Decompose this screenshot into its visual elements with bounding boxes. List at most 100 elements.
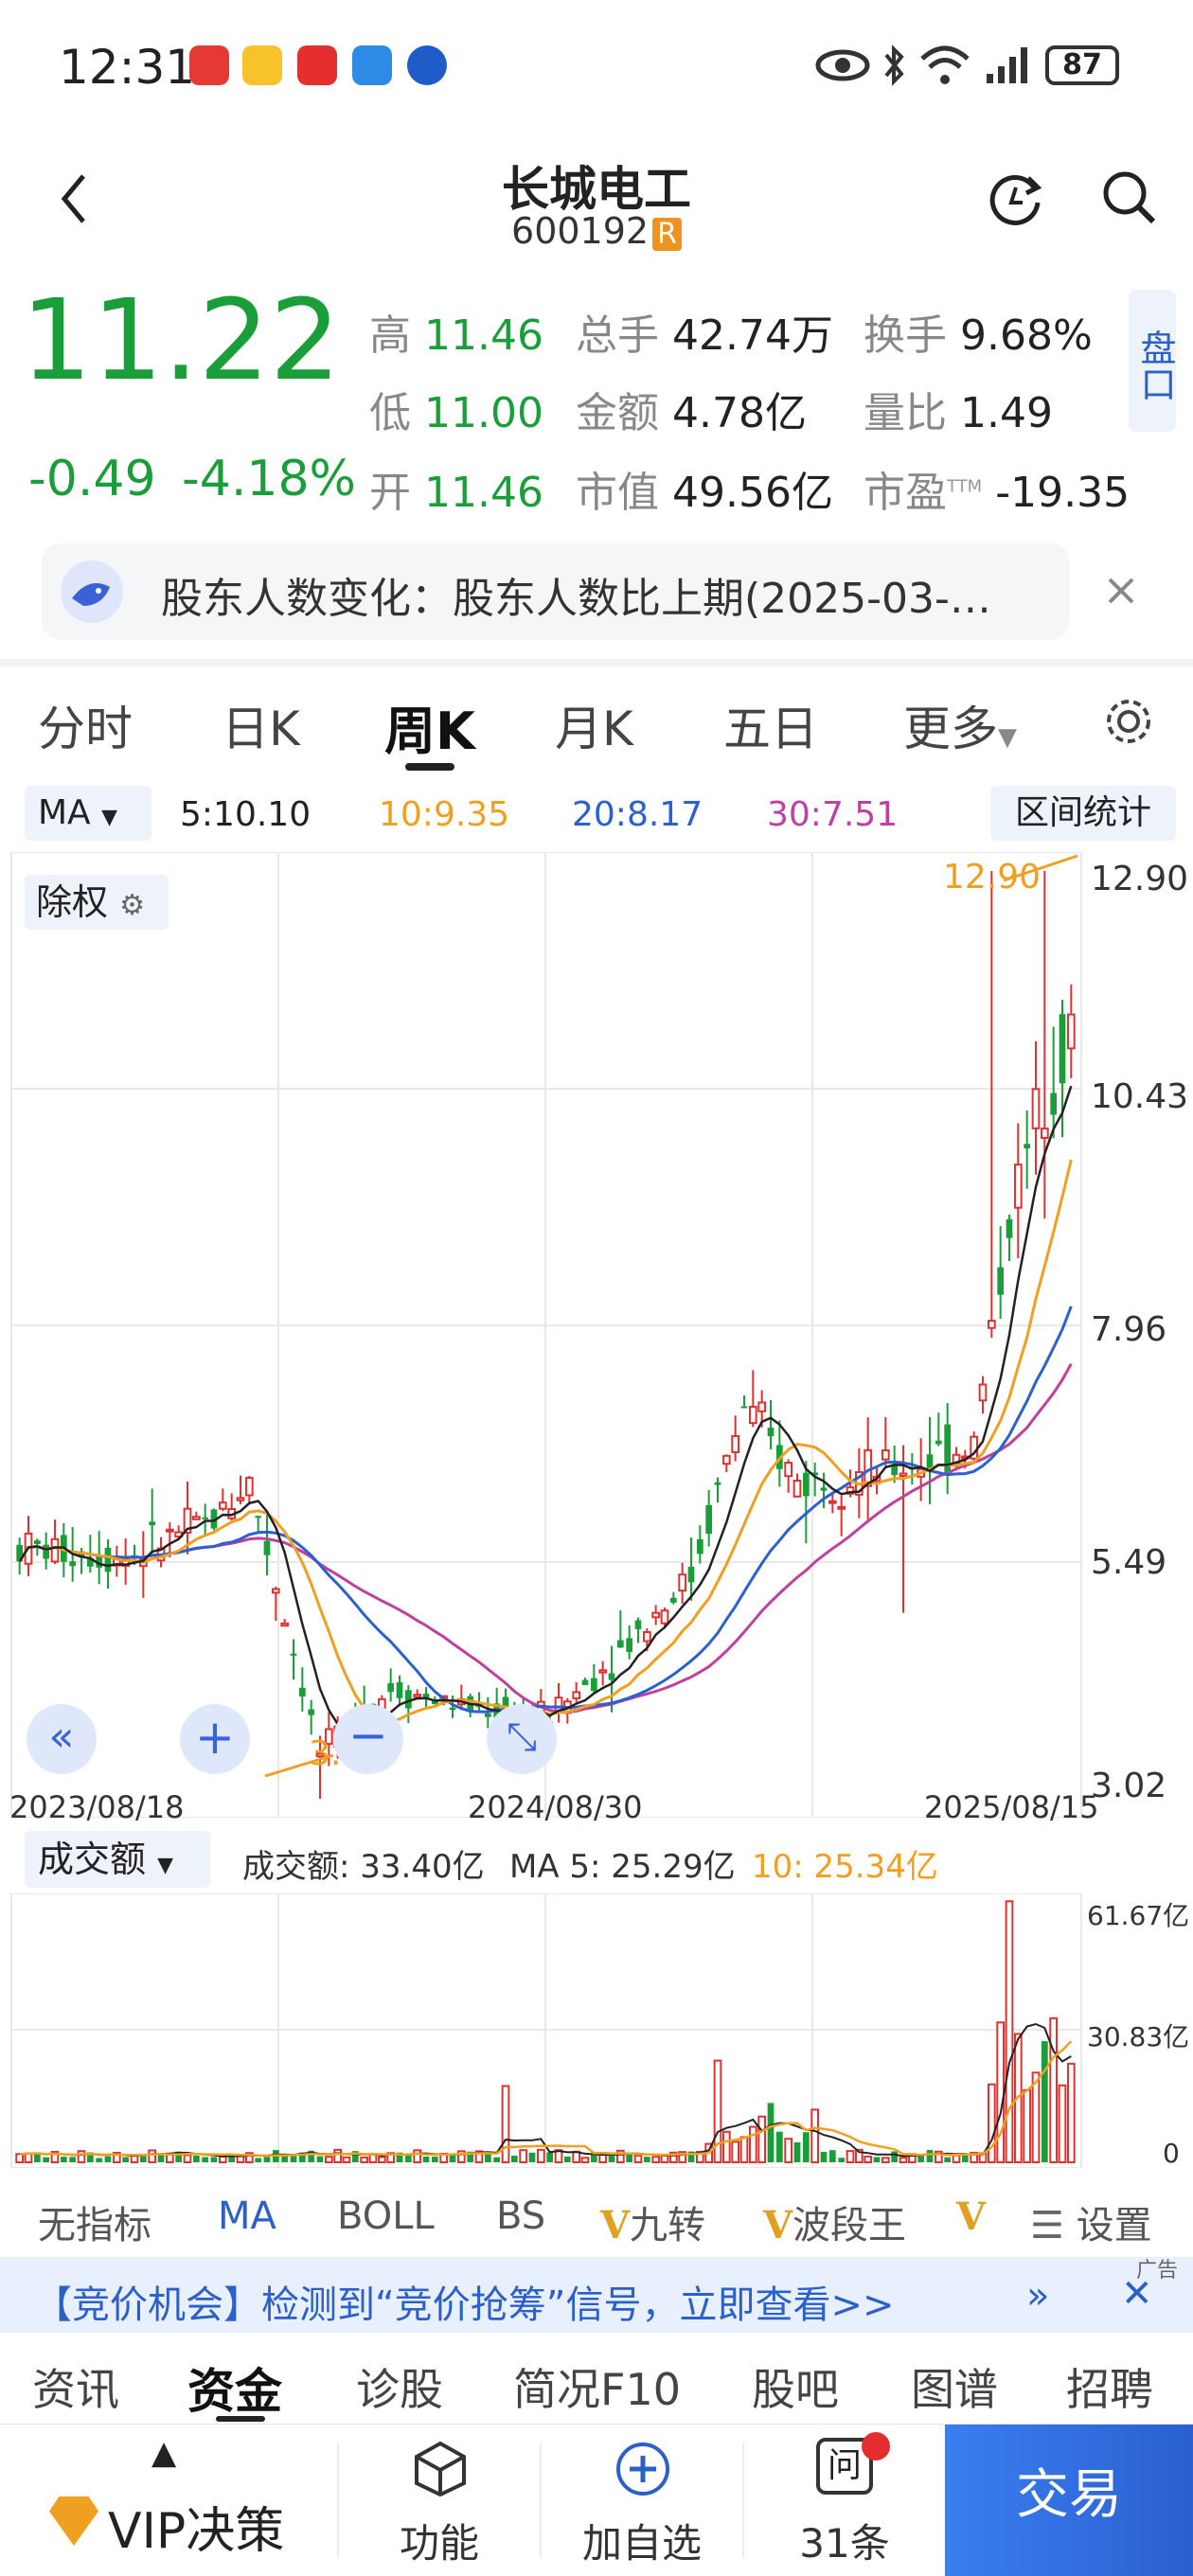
vol-y-mid: 30.83亿: [1087, 2021, 1190, 2052]
candle-body: [404, 1690, 412, 1709]
candle-body: [43, 1544, 50, 1559]
sub-tabs: 资讯 资金 诊股 简况F10 股吧 图谱 招聘: [0, 2338, 1193, 2424]
subtab-forum[interactable]: 股吧: [752, 2364, 839, 2415]
adjust-button[interactable]: 除权 ⚙: [25, 875, 169, 930]
volume-bar: [139, 2154, 147, 2162]
trade-button[interactable]: 交易: [945, 2425, 1193, 2576]
volume-bar: [633, 2154, 643, 2164]
back-arrow-icon[interactable]: [55, 170, 93, 227]
mcap-label: 市值: [576, 469, 659, 517]
tab-fenshi[interactable]: 分时: [38, 702, 133, 756]
page-title: 长城电工: [502, 162, 691, 217]
panel-button[interactable]: 盘口: [1129, 290, 1176, 432]
indicator-boll[interactable]: BOLL: [337, 2194, 435, 2238]
indicator-ma[interactable]: MA: [218, 2194, 276, 2238]
volume-bar: [784, 2138, 793, 2164]
pe-ttm-sup: TTM: [947, 476, 983, 497]
subtab-news[interactable]: 资讯: [32, 2364, 119, 2415]
subtab-jobs[interactable]: 招聘: [1066, 2364, 1153, 2415]
kline-chart[interactable]: [0, 852, 1193, 1818]
candle-body: [784, 1462, 793, 1478]
indicator-none[interactable]: 无指标: [38, 2204, 151, 2247]
candle-body: [104, 1547, 112, 1572]
volume-bar: [386, 2152, 396, 2164]
messages-button[interactable]: 问 31条: [744, 2425, 945, 2576]
volume-bar: [368, 2153, 378, 2164]
volume-bar: [263, 2156, 271, 2162]
ma-select[interactable]: MA ▼: [25, 786, 151, 841]
max-pointer: [1003, 854, 1078, 882]
volume-bar: [431, 2156, 438, 2162]
tab-month-k[interactable]: 月K: [555, 702, 633, 756]
zoom-out-icon[interactable]: −: [333, 1704, 403, 1774]
signal-icon: [987, 47, 1027, 83]
volume-bar: [721, 2130, 731, 2163]
v-badge-icon: V: [956, 2194, 987, 2239]
search-icon[interactable]: [1098, 167, 1161, 229]
amount-value: 4.78亿: [672, 389, 807, 437]
mcap-value: 49.56亿: [672, 469, 833, 517]
indicator-bs[interactable]: BS: [496, 2194, 546, 2238]
fullscreen-icon[interactable]: ⤡: [487, 1704, 557, 1774]
indicator-jiuzhuan[interactable]: V九转: [600, 2194, 705, 2249]
ad-close-icon[interactable]: ✕: [1121, 2272, 1153, 2316]
subtab-f10[interactable]: 简况F10: [513, 2364, 681, 2415]
candle-body: [255, 1516, 262, 1519]
scroll-left-icon[interactable]: «: [27, 1704, 97, 1774]
candle-body: [748, 1405, 757, 1425]
candle-body: [263, 1540, 271, 1555]
indicator-boduan[interactable]: V波段王: [763, 2194, 906, 2249]
subtab-graph[interactable]: 图谱: [911, 2364, 998, 2415]
refresh-icon[interactable]: [985, 169, 1047, 231]
candle-body: [191, 1516, 201, 1520]
x-label-mid: 2024/08/30: [468, 1789, 643, 1825]
volume-bar: [643, 2157, 650, 2162]
indicator-partial[interactable]: V: [956, 2194, 986, 2239]
vol-y-top: 61.67亿: [1087, 1900, 1190, 1931]
subtab-diagnose[interactable]: 诊股: [356, 2364, 443, 2415]
double-chevron-icon[interactable]: »: [1026, 2274, 1050, 2318]
chart-grid: [10, 852, 1082, 1818]
open-value: 11.46: [424, 469, 543, 517]
candle-body: [149, 1521, 156, 1526]
candle-body: [183, 1507, 192, 1534]
diamond-icon: [49, 2496, 98, 2546]
ad-banner[interactable]: 【竞价机会】检测到“竞价抢筹”信号，立即查看>> » ✕ 广告: [0, 2257, 1193, 2333]
volume-amount: 成交额: 33.40亿: [242, 1848, 485, 1886]
notice-bar[interactable]: 股东人数变化：股东人数比上期(2025-03-…: [42, 543, 1070, 640]
tab-five-day[interactable]: 五日: [723, 702, 818, 756]
candle-body: [944, 1424, 952, 1475]
zoom-in-icon[interactable]: +: [180, 1704, 250, 1774]
tab-more[interactable]: 更多▼: [903, 691, 1017, 759]
volume-select[interactable]: 成交额 ▼: [25, 1831, 210, 1888]
y-label-2: 10.43: [1091, 1077, 1189, 1116]
function-button[interactable]: 功能: [339, 2425, 540, 2576]
pe-value: -19.35: [995, 469, 1131, 517]
add-watchlist-button[interactable]: 加自选: [542, 2425, 742, 2576]
indicator-bar: 无指标 MA BOLL BS V九转 V波段王 V ☰ 设置: [0, 2177, 1193, 2253]
tab-day-k[interactable]: 日K: [222, 702, 300, 756]
chevron-down-icon: ▼: [998, 723, 1017, 752]
vip-decision-button[interactable]: ▲ VIP决策: [0, 2425, 337, 2576]
volume-select-label: 成交额: [38, 1839, 147, 1880]
indicator-settings[interactable]: ☰ 设置: [1030, 2194, 1152, 2249]
panel-label: 盘口: [1134, 329, 1176, 401]
candle-body: [837, 1505, 846, 1510]
volume-bar: [996, 2021, 1006, 2163]
candle-body: [598, 1669, 608, 1674]
tab-week-k[interactable]: 周K: [384, 702, 475, 761]
volume-bar: [615, 2149, 625, 2163]
interval-stats-button[interactable]: 区间统计: [990, 786, 1176, 841]
candle-body: [820, 1487, 828, 1491]
volume-bar: [69, 2157, 77, 2162]
subtab-funds[interactable]: 资金: [187, 2364, 282, 2419]
whale-logo-icon: [61, 560, 123, 623]
volume-bar: [290, 2154, 297, 2162]
volume-bar: [952, 2154, 961, 2163]
close-icon[interactable]: [1104, 574, 1138, 608]
volume-bar: [15, 2153, 25, 2164]
ma20-line: [18, 1306, 1073, 1714]
gear-icon[interactable]: [1102, 695, 1155, 748]
notice-text: 股东人数变化：股东人数比上期(2025-03-…: [161, 575, 991, 623]
gear-icon: ⚙: [119, 889, 146, 922]
